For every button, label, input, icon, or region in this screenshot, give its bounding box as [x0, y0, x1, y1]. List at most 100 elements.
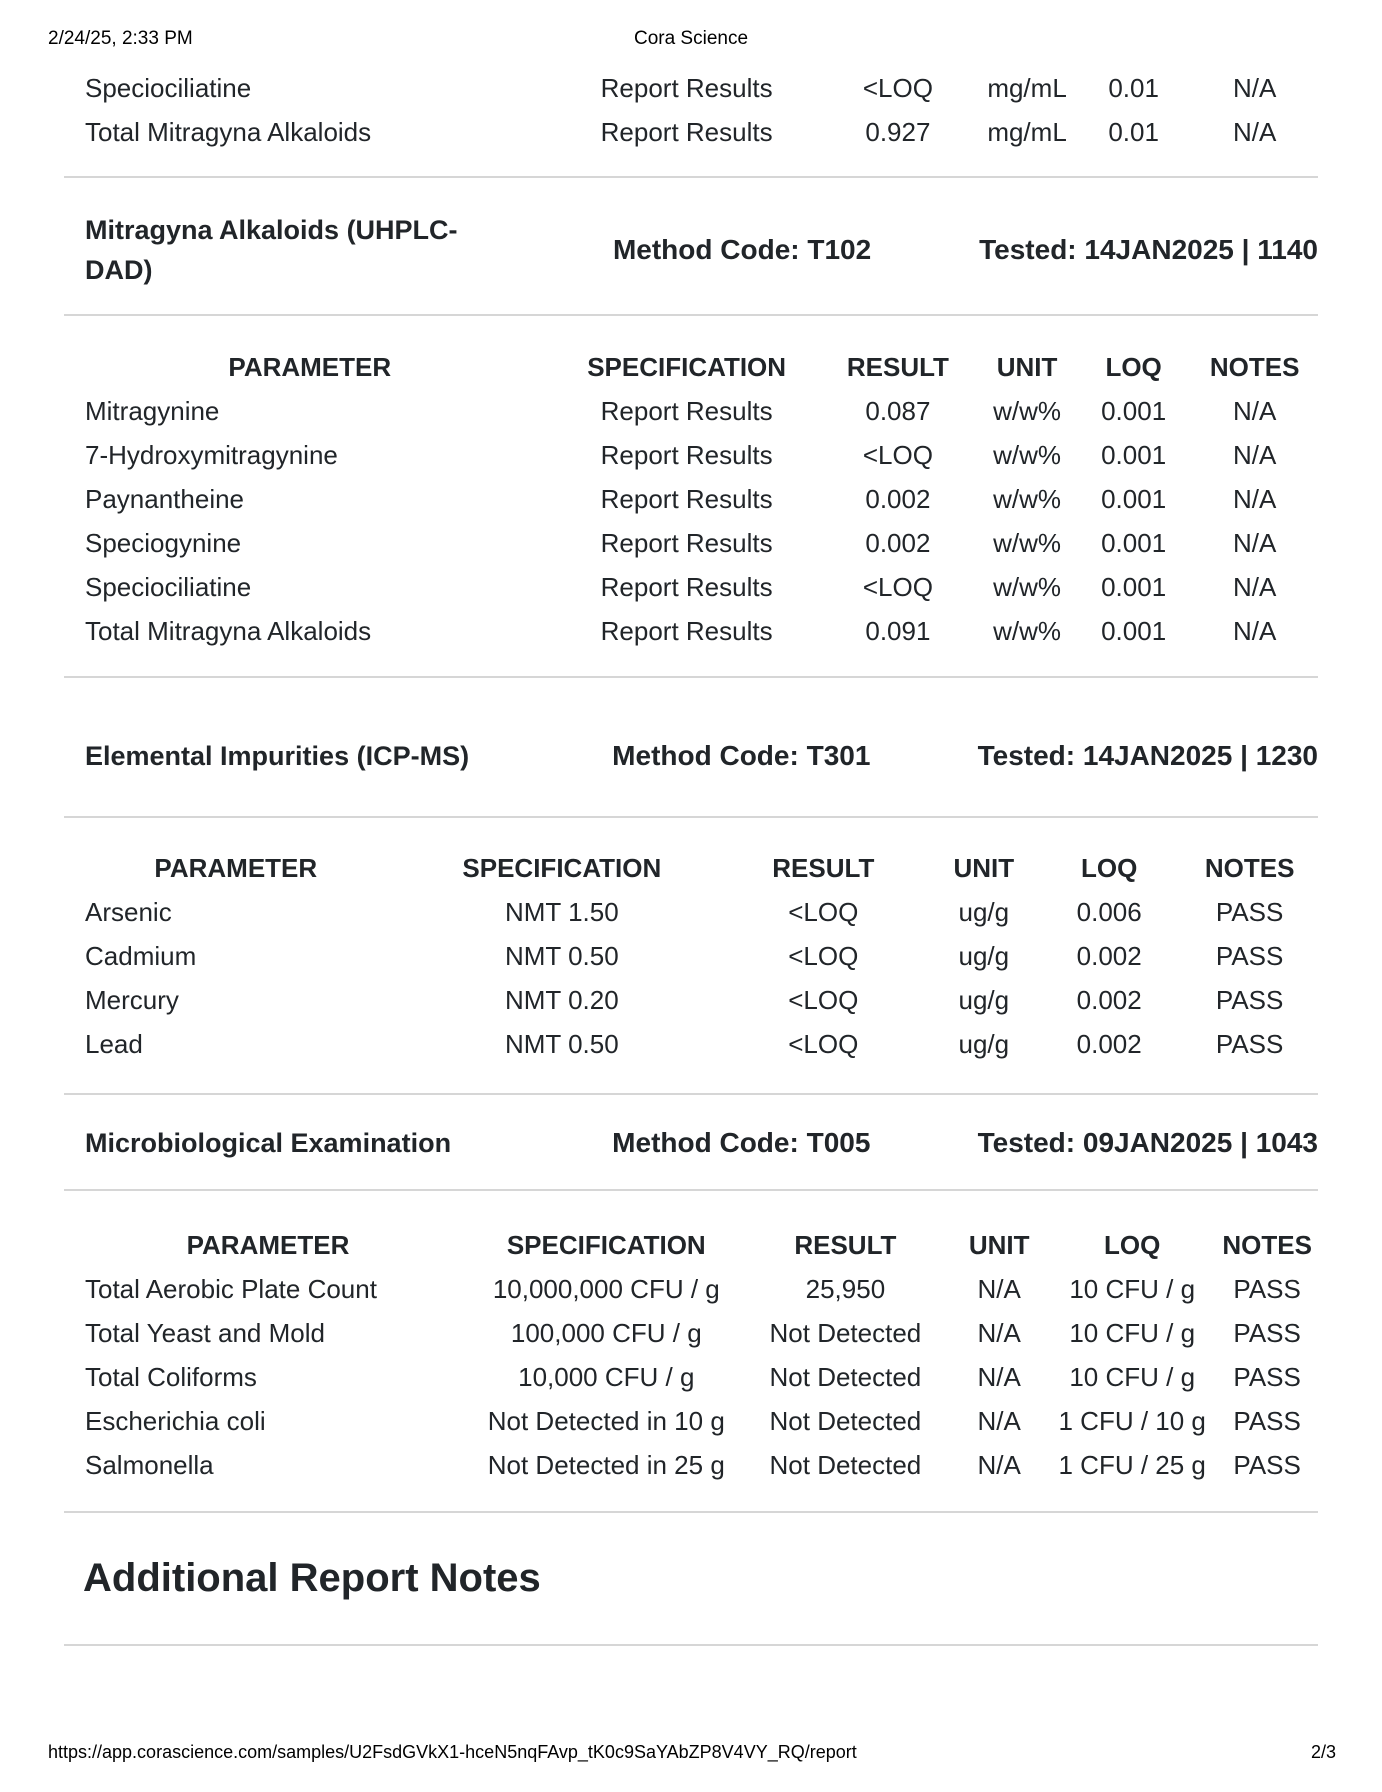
table-cell: <LOQ [788, 1028, 859, 1059]
additional-report-notes-heading: Additional Report Notes [83, 1556, 541, 1600]
table-row: Lead NMT 0.50 <LOQ ug/g 0.002 PASS [64, 1022, 1318, 1066]
table-cell: ug/g [958, 984, 1010, 1015]
table-cell: 0.091 [865, 615, 931, 646]
divider [64, 176, 1318, 178]
table-cell: PASS [1215, 940, 1284, 971]
table-cell: NMT 0.50 [505, 940, 619, 971]
table-cell: 0.006 [1076, 896, 1142, 927]
table-cell: N/A [977, 1361, 1021, 1392]
table-cell: PASS [1215, 984, 1284, 1015]
column-header: PARAMETER [186, 1229, 350, 1260]
table-cell: N/A [977, 1449, 1021, 1480]
table-cell: Not Detected [769, 1405, 922, 1436]
table-row: Cadmium NMT 0.50 <LOQ ug/g 0.002 PASS [64, 934, 1318, 978]
tested-timestamp: Tested: 09JAN2025 | 1043 [977, 1127, 1318, 1158]
table-cell: <LOQ [862, 439, 933, 470]
table-cell: 0.01 [1108, 116, 1159, 147]
table-cell: N/A [1232, 483, 1277, 514]
table-cell: Not Detected in 10 g [487, 1405, 725, 1436]
parameter-cell: Speciociliatine [85, 571, 252, 602]
parameter-cell: 7-Hydroxymitragynine [85, 439, 338, 470]
table-cell: PASS [1215, 1028, 1284, 1059]
parameter-cell: Total Mitragyna Alkaloids [85, 116, 372, 147]
table-row: Mitragynine Report Results 0.087 w/w% 0.001 N… [64, 389, 1318, 433]
parameter-cell: Total Coliforms [85, 1361, 257, 1392]
table-cell: 0.001 [1101, 395, 1167, 426]
table-cell: 0.002 [1076, 1028, 1142, 1059]
divider [64, 1189, 1318, 1191]
table-cell: Not Detected [769, 1449, 922, 1480]
column-header: NOTES [1204, 852, 1295, 883]
table-cell: Report Results [600, 439, 773, 470]
table-cell: 0.002 [865, 527, 931, 558]
table-row: Salmonella Not Detected in 25 g Not Detect… [64, 1443, 1318, 1487]
table-cell: 10 CFU / g [1069, 1317, 1196, 1348]
table-cell: 0.001 [1101, 571, 1167, 602]
table-cell: Report Results [600, 527, 773, 558]
table-cell: Report Results [600, 571, 773, 602]
print-datetime: 2/24/25, 2:33 PM [48, 28, 193, 49]
source-url: https://app.corascience.com/samples/U2Fs… [48, 1742, 857, 1762]
column-header: PARAMETER [154, 852, 318, 883]
table-cell: 0.001 [1101, 527, 1167, 558]
table-row: Mercury NMT 0.20 <LOQ ug/g 0.002 PASS [64, 978, 1318, 1022]
parameter-cell: Cadmium [85, 940, 197, 971]
table-cell: N/A [1232, 615, 1277, 646]
column-header: NOTES [1222, 1229, 1312, 1260]
table-row: 7-Hydroxymitragynine Report Results <LOQ w/… [64, 433, 1318, 477]
table-cell: 0.001 [1101, 439, 1167, 470]
table-cell: 0.001 [1101, 615, 1167, 646]
column-header: UNIT [996, 351, 1058, 382]
table-cell: w/w% [993, 571, 1061, 602]
table-cell: 0.002 [865, 483, 931, 514]
divider [64, 1644, 1318, 1646]
table-cell: N/A [1232, 116, 1277, 147]
table-cell: NMT 0.20 [505, 984, 619, 1015]
table-cell: 0.927 [865, 116, 931, 147]
table-cell: 25,950 [805, 1273, 886, 1304]
table-cell: Not Detected in 25 g [487, 1449, 725, 1480]
table-cell: N/A [1232, 395, 1277, 426]
parameter-cell: Salmonella [85, 1449, 214, 1480]
column-header: SPECIFICATION [587, 351, 787, 382]
table-row: Speciogynine Report Results 0.002 w/w% 0.001… [64, 521, 1318, 565]
table-cell: w/w% [993, 483, 1061, 514]
table-cell: w/w% [993, 527, 1061, 558]
tested-timestamp: Tested: 14JAN2025 | 1230 [977, 740, 1318, 771]
mitragyna-alkaloids-table: PARAMETER SPECIFICATION RESULT UNIT LOQ NOTES… [64, 345, 1318, 653]
table-cell: 0.001 [1101, 483, 1167, 514]
column-header: LOQ [1104, 1229, 1161, 1260]
divider [64, 1511, 1318, 1513]
table-cell: PASS [1233, 1317, 1301, 1348]
table-row: Total Mitragyna Alkaloids Report Results 0… [64, 110, 1318, 154]
table-cell: N/A [977, 1317, 1021, 1348]
column-header: RESULT [846, 351, 949, 382]
table-cell: Report Results [600, 395, 773, 426]
parameter-cell: Total Yeast and Mold [85, 1317, 325, 1348]
parameter-cell: Lead [85, 1028, 143, 1059]
table-cell: N/A [1232, 571, 1277, 602]
parameter-cell: Total Aerobic Plate Count [85, 1273, 377, 1304]
table-cell: 0.01 [1108, 72, 1159, 103]
method-code: Method Code: T301 [612, 740, 871, 771]
table-row: Speciociliatine Report Results <LOQ w/w% 0.0… [64, 565, 1318, 609]
table-row: Total Coliforms 10,000 CFU / g Not Detecte… [64, 1355, 1318, 1399]
table-cell: Not Detected [769, 1361, 922, 1392]
column-header: PARAMETER [228, 351, 392, 382]
parameter-cell: Arsenic [85, 896, 172, 927]
table-header-row: PARAMETER SPECIFICATION RESULT UNIT LOQ NOTES [64, 345, 1318, 389]
column-header: LOQ [1105, 351, 1162, 382]
section-header-mitragyna-alkaloids: Mitragyna Alkaloids (UHPLC-DAD) Method C… [64, 205, 1318, 295]
table-cell: N/A [977, 1405, 1021, 1436]
section-title: Microbiological Examination [85, 1128, 452, 1158]
column-header: NOTES [1209, 351, 1300, 382]
table-cell: 100,000 CFU / g [510, 1317, 702, 1348]
divider [64, 1093, 1318, 1095]
table-cell: 10,000,000 CFU / g [492, 1273, 720, 1304]
table-cell: PASS [1233, 1449, 1301, 1480]
column-header: RESULT [794, 1229, 897, 1260]
table-header-row: PARAMETER SPECIFICATION RESULT UNIT LOQ NOTES [64, 846, 1318, 890]
table-cell: 10 CFU / g [1069, 1361, 1196, 1392]
table-cell: N/A [1232, 72, 1277, 103]
